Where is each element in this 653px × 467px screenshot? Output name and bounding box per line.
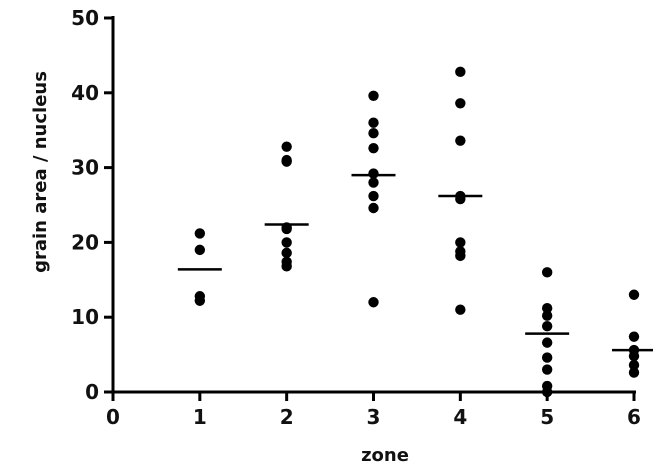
data-point-zone-6: [628, 359, 640, 371]
x-tick-label: 2: [280, 405, 294, 429]
x-tick-label: 3: [367, 405, 381, 429]
data-point-zone-4: [455, 98, 466, 109]
data-point-zone-5: [541, 352, 553, 363]
data-point-zone-6: [628, 367, 640, 378]
axes: 0 10 20 30 40 50 0 1 2 3 4 5 6: [71, 6, 641, 429]
data-point-zone-5: [541, 267, 553, 278]
data-point-zone-2: [281, 141, 292, 152]
data-point-zone-5: [541, 386, 553, 398]
data-point-zone-4: [455, 237, 466, 248]
data-point-zone-3: [368, 202, 379, 214]
data-point-zone-6: [628, 331, 640, 342]
data-point-zone-2: [281, 156, 292, 167]
data-point-zone-4: [455, 66, 466, 78]
data-point-zone-3: [368, 90, 379, 101]
data-point-zone-6: [628, 289, 640, 300]
y-tick-label: 30: [71, 156, 99, 180]
y-tick-label: 0: [85, 380, 99, 404]
plot-marks: [177, 66, 653, 398]
data-point-zone-3: [368, 142, 379, 154]
x-tick-label: 6: [627, 405, 641, 429]
data-point-zone-5: [541, 320, 553, 332]
data-point-zone-4: [455, 304, 466, 315]
data-point-zone-5: [541, 337, 553, 348]
data-point-zone-1: [194, 295, 206, 306]
data-point-zone-4: [455, 250, 466, 262]
y-tick-label: 40: [71, 81, 99, 105]
data-point-zone-1: [194, 244, 206, 256]
x-tick-label: 0: [106, 405, 120, 429]
y-axis-title: grain area / nucleus: [30, 71, 51, 273]
x-tick-label: 1: [193, 405, 207, 429]
data-point-zone-5: [541, 364, 553, 375]
y-tick-label: 50: [71, 6, 99, 30]
x-tick-label: 4: [453, 405, 467, 429]
x-tick-label: 5: [540, 405, 554, 429]
data-point-zone-4: [455, 193, 466, 205]
data-point-zone-5: [541, 303, 553, 314]
data-point-zone-2: [281, 261, 292, 272]
data-point-zone-3: [368, 297, 379, 308]
data-point-zone-4: [455, 135, 466, 146]
data-point-zone-2: [281, 237, 292, 248]
y-tick-label: 10: [71, 305, 99, 329]
data-point-zone-3: [368, 177, 379, 188]
data-point-zone-3: [368, 168, 379, 179]
x-axis-title: zone: [361, 445, 409, 466]
data-point-zone-1: [194, 228, 206, 239]
data-point-zone-2: [281, 223, 292, 235]
data-point-zone-3: [368, 190, 379, 202]
data-point-zone-2: [281, 247, 292, 259]
data-point-zone-5: [541, 310, 553, 321]
y-tick-label: 20: [71, 230, 99, 254]
data-point-zone-3: [368, 127, 379, 139]
data-point-zone-6: [628, 350, 640, 362]
data-point-zone-3: [368, 117, 379, 128]
